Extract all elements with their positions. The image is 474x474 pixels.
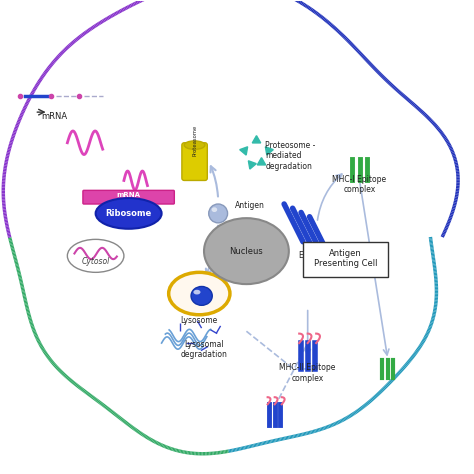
Text: Cytosol: Cytosol	[82, 257, 110, 266]
FancyBboxPatch shape	[182, 143, 207, 181]
Ellipse shape	[191, 286, 212, 305]
Text: Nucleus: Nucleus	[229, 246, 263, 255]
Ellipse shape	[184, 141, 205, 149]
Text: Antigen
Presenting Cell: Antigen Presenting Cell	[314, 248, 377, 268]
Ellipse shape	[96, 198, 162, 229]
Text: Lysosomal
degradation: Lysosomal degradation	[181, 340, 228, 359]
Ellipse shape	[209, 204, 228, 223]
Text: Lysosome: Lysosome	[181, 316, 218, 325]
Ellipse shape	[204, 218, 289, 284]
Text: MHC-I Epitope
complex: MHC-I Epitope complex	[332, 175, 387, 194]
Text: mRNA: mRNA	[41, 112, 68, 121]
FancyBboxPatch shape	[303, 242, 388, 277]
Text: MHC-II Epitope
complex: MHC-II Epitope complex	[280, 364, 336, 383]
Text: Ribosome: Ribosome	[106, 209, 152, 218]
Text: Antigen: Antigen	[235, 201, 264, 210]
Ellipse shape	[193, 290, 201, 294]
FancyBboxPatch shape	[83, 191, 174, 204]
Text: Proteasome: Proteasome	[192, 124, 197, 155]
Ellipse shape	[211, 207, 217, 212]
Ellipse shape	[67, 239, 124, 273]
Text: ER: ER	[298, 251, 308, 260]
Text: mRNA: mRNA	[117, 192, 141, 199]
Text: Proteosome -
mediated
degradation: Proteosome - mediated degradation	[265, 141, 316, 171]
Ellipse shape	[169, 273, 230, 315]
